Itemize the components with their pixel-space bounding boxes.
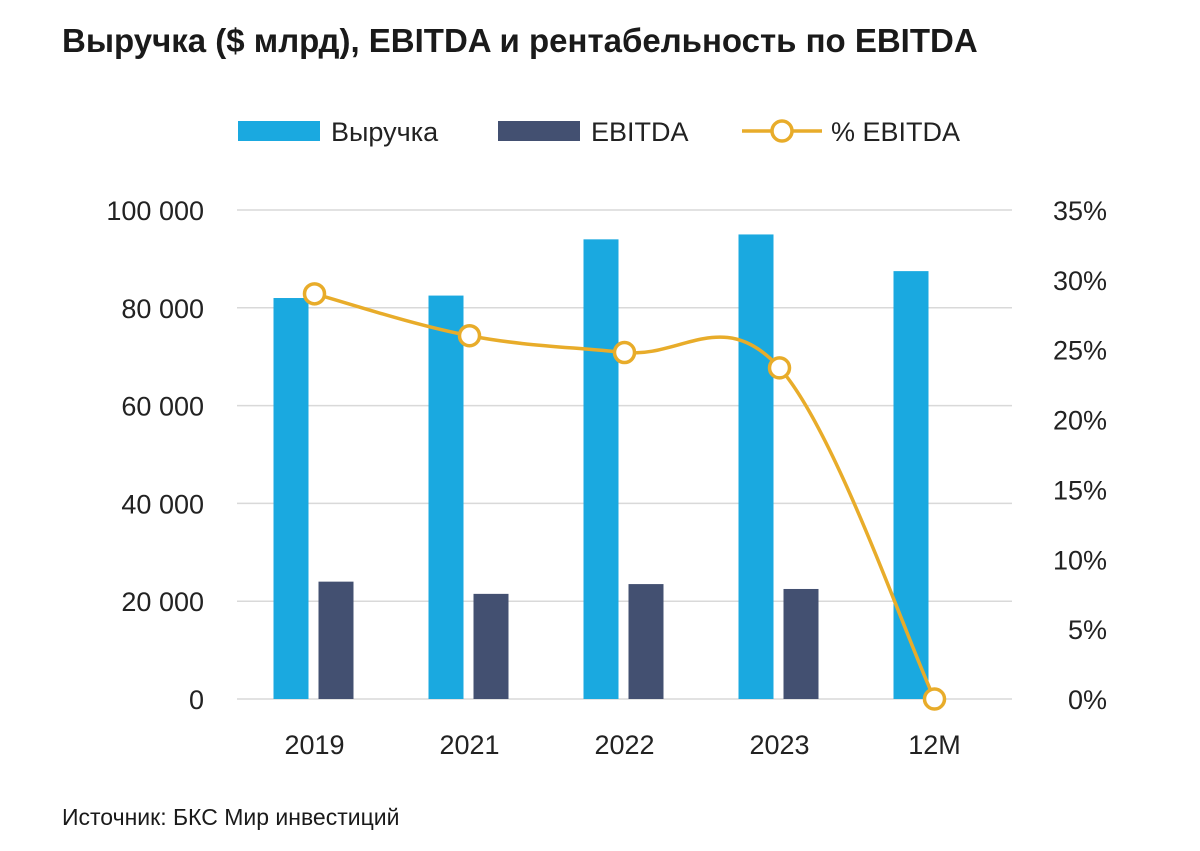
- right-tick-label: 15%: [1053, 475, 1107, 505]
- left-tick-label: 0: [189, 685, 204, 715]
- margin-point: [767, 356, 792, 380]
- margin-line: [302, 282, 947, 711]
- margin-point: [302, 282, 327, 306]
- legend-swatch-revenue: [238, 121, 320, 141]
- x-tick-label: 2023: [749, 730, 809, 760]
- revenue-bar: [893, 271, 929, 699]
- margin-line-path: [314, 292, 937, 700]
- margin-point: [922, 687, 947, 711]
- margin-point: [612, 340, 637, 365]
- legend-label-margin: % EBITDA: [831, 117, 960, 147]
- x-tick-label: 2019: [284, 730, 344, 760]
- x-tick-label: 2022: [594, 730, 654, 760]
- chart-title: Выручка ($ млрд), EBITDA и рентабельност…: [62, 22, 978, 59]
- legend-label-revenue: Выручка: [331, 117, 439, 147]
- right-tick-label: 5%: [1068, 615, 1107, 645]
- ebitda-bar: [473, 593, 509, 699]
- legend-swatch-ebitda: [498, 121, 580, 141]
- right-axis: 0% 5% 10% 15% 20% 25% 30% 35%: [1053, 196, 1107, 715]
- left-tick-label: 60 000: [121, 392, 204, 422]
- left-tick-label: 80 000: [121, 294, 204, 324]
- source-note: Источник: БКС Мир инвестиций: [62, 804, 400, 830]
- legend-label-ebitda: EBITDA: [591, 117, 689, 147]
- left-tick-label: 40 000: [121, 489, 204, 519]
- x-tick-label: 2021: [439, 730, 499, 760]
- right-tick-label: 20%: [1053, 406, 1107, 436]
- bars: [273, 234, 929, 699]
- left-tick-label: 20 000: [121, 587, 204, 617]
- revenue-bar: [738, 234, 774, 699]
- right-tick-label: 25%: [1053, 336, 1107, 366]
- legend: Выручка EBITDA % EBITDA: [238, 117, 960, 147]
- grid-lines: [237, 209, 1012, 700]
- x-axis: 2019 2021 2022 2023 12M: [284, 730, 960, 760]
- right-tick-label: 10%: [1053, 545, 1107, 575]
- revenue-bar: [583, 239, 619, 699]
- ebitda-bar: [318, 581, 354, 699]
- legend-swatch-margin-marker: [770, 119, 794, 143]
- margin-point: [457, 323, 482, 348]
- x-tick-label: 12M: [908, 730, 961, 760]
- revenue-bar: [428, 295, 464, 699]
- right-tick-label: 35%: [1053, 196, 1107, 226]
- ebitda-bar: [628, 584, 664, 699]
- left-tick-label: 100 000: [106, 196, 204, 226]
- left-axis: 0 20 000 40 000 60 000 80 000 100 000: [106, 196, 204, 715]
- right-tick-label: 0%: [1068, 685, 1107, 715]
- revenue-bar: [273, 298, 309, 699]
- right-tick-label: 30%: [1053, 266, 1107, 296]
- ebitda-bar: [783, 588, 819, 699]
